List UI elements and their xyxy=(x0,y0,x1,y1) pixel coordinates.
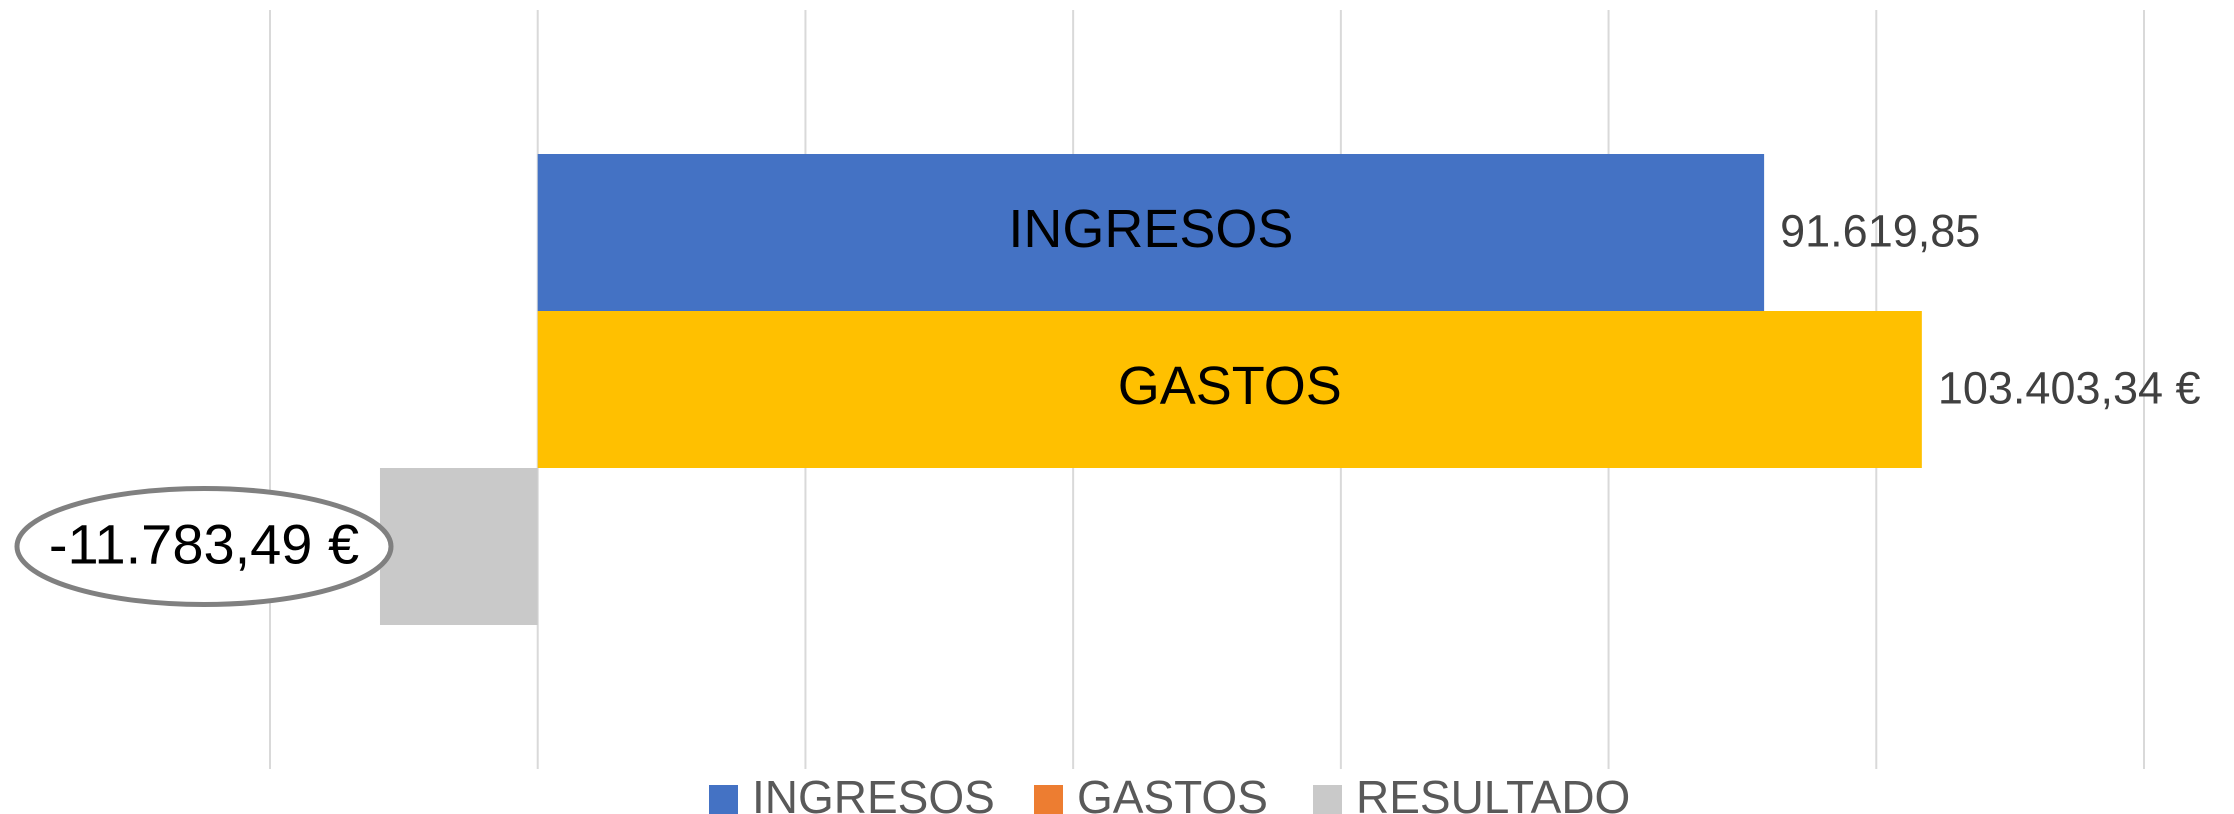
label-outline xyxy=(14,486,394,607)
value-label: -11.783,49 € xyxy=(49,512,359,575)
legend-swatch xyxy=(1034,785,1063,814)
value-label: 103.403,34 € xyxy=(1938,362,2201,413)
legend-swatch xyxy=(709,785,738,814)
bar-name: GASTOS xyxy=(1118,356,1342,416)
bar-name: INGRESOS xyxy=(1008,199,1293,259)
bar xyxy=(537,154,1765,311)
legend-swatch xyxy=(1313,785,1342,814)
legend-label: INGRESOS xyxy=(752,771,995,814)
legend-label: RESULTADO xyxy=(1356,771,1630,814)
value-label: 91.619,85 xyxy=(1780,205,1980,256)
legend-label: GASTOS xyxy=(1077,771,1268,814)
bar xyxy=(379,468,538,625)
bar xyxy=(537,311,1922,468)
